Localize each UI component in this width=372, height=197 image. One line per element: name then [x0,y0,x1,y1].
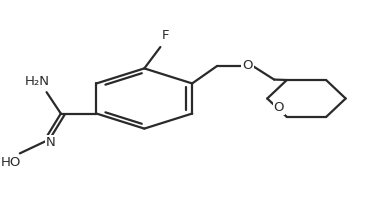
Text: O: O [273,101,284,114]
Text: N: N [46,136,56,149]
Text: F: F [162,29,170,42]
Text: H₂N: H₂N [25,75,50,88]
Text: HO: HO [1,156,21,169]
Text: O: O [242,59,253,72]
